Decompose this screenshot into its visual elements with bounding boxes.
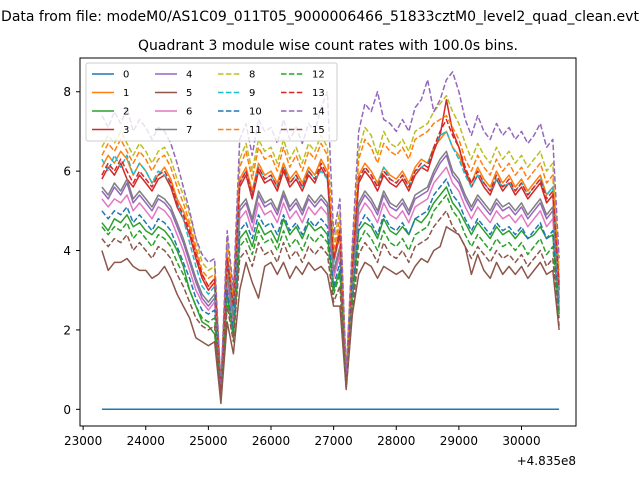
series-line-8 (101, 94, 560, 387)
legend-label-12: 12 (312, 70, 325, 81)
series-line-12 (101, 194, 560, 395)
x-offset-label: +4.835e8 (517, 454, 576, 468)
chart-title: Quadrant 3 module wise count rates with … (138, 38, 518, 54)
axis-ticks: 23000 24000 25000 26000 27000 28000 29000 30000… (63, 85, 540, 448)
x-tick-label: 25000 (189, 434, 227, 448)
series-line-3 (101, 98, 560, 391)
legend-label-10: 10 (249, 107, 262, 118)
legend-label-0: 0 (123, 70, 129, 81)
x-tick-label: 29000 (440, 434, 478, 448)
x-tick-label: 30000 (502, 434, 540, 448)
legend-label-4: 4 (186, 70, 192, 81)
x-tick-label: 28000 (377, 434, 415, 448)
series-line-6 (101, 166, 560, 395)
series-line-11 (101, 114, 560, 391)
y-tick-label: 8 (63, 85, 71, 99)
legend-label-6: 6 (186, 107, 192, 118)
y-tick-label: 0 (63, 403, 71, 417)
legend-label-11: 11 (249, 125, 262, 136)
series-line-13 (101, 118, 560, 391)
y-tick-label: 4 (63, 244, 71, 258)
legend-frame (85, 62, 338, 142)
series-line-15 (101, 210, 560, 399)
x-tick-label: 27000 (315, 434, 353, 448)
y-tick-label: 2 (63, 323, 71, 337)
legend-label-14: 14 (312, 107, 325, 118)
legend-label-9: 9 (249, 88, 255, 99)
series-layer (101, 71, 560, 411)
axes-frame (79, 57, 577, 427)
legend-label-15: 15 (312, 125, 325, 136)
x-tick-label: 26000 (252, 434, 290, 448)
figure-suptitle: Data from file: modeM0/AS1C09_011T05_900… (1, 9, 639, 25)
x-tick-label: 24000 (127, 434, 165, 448)
legend-label-7: 7 (186, 125, 192, 136)
series-line-14 (101, 71, 560, 387)
series-line-7 (101, 150, 560, 395)
series-line-10 (101, 178, 560, 395)
series-line-5 (101, 225, 560, 405)
y-tick-label: 6 (63, 165, 71, 179)
x-tick-label: 23000 (64, 434, 102, 448)
legend-label-5: 5 (186, 88, 192, 99)
legend-label-13: 13 (312, 88, 325, 99)
legend-label-2: 2 (123, 107, 129, 118)
legend-label-3: 3 (123, 125, 129, 136)
legend-label-8: 8 (249, 70, 255, 81)
legend-label-1: 1 (123, 88, 129, 99)
